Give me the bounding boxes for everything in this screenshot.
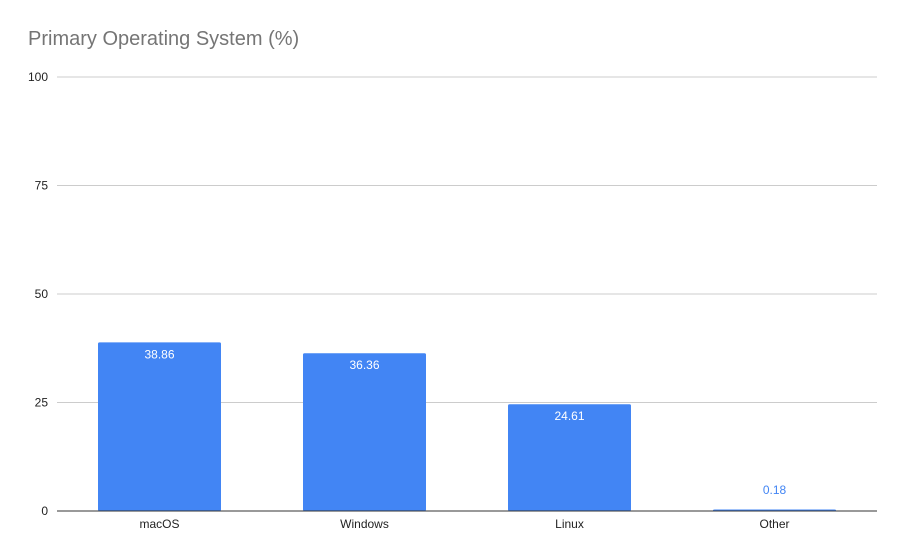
x-tick-label: Windows: [340, 517, 389, 531]
x-tick-label: Linux: [555, 517, 584, 531]
x-axis-ticks: macOS Windows Linux Other: [139, 517, 789, 531]
bars: [98, 342, 836, 511]
data-label: 0.18: [763, 483, 787, 497]
x-tick-label: macOS: [139, 517, 179, 531]
data-label: 24.61: [554, 409, 584, 423]
bar-linux: [508, 404, 631, 511]
bar-macos: [98, 342, 221, 511]
y-tick-label: 100: [28, 70, 48, 84]
chart-title: Primary Operating System (%): [28, 28, 300, 50]
bar-windows: [303, 353, 426, 511]
y-tick-label: 25: [35, 396, 49, 410]
x-tick-label: Other: [759, 517, 789, 531]
data-labels: 38.86 36.36 24.61 0.18: [144, 347, 786, 497]
data-label: 36.36: [349, 358, 379, 372]
y-tick-label: 50: [35, 287, 49, 301]
data-label: 38.86: [144, 347, 174, 361]
y-axis-ticks: 0 25 50 75 100: [28, 70, 48, 518]
y-tick-label: 0: [41, 504, 48, 518]
y-tick-label: 75: [35, 179, 49, 193]
